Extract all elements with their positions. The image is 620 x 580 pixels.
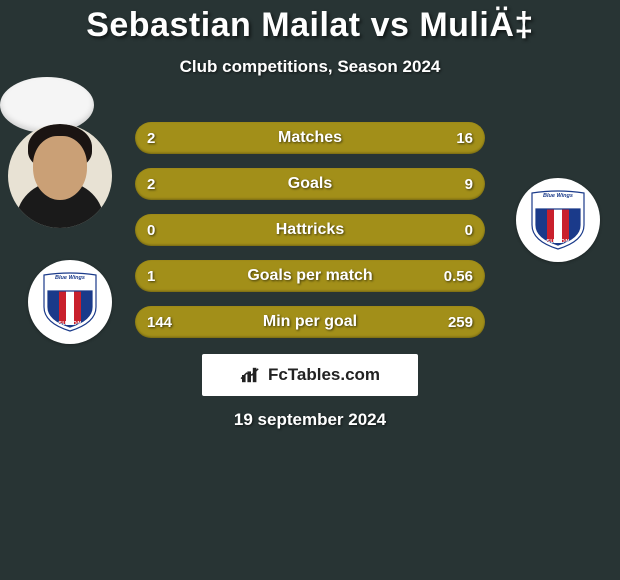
crest-bottom-text: SUWON	[530, 239, 586, 245]
stat-left-value: 2	[147, 130, 155, 147]
page-title: Sebastian Mailat vs MuliÄ‡	[0, 0, 620, 45]
stat-right-value: 0	[465, 222, 473, 239]
shield-icon: Blue Wings SUWON	[530, 189, 586, 251]
shield-icon: Blue Wings SUWON	[42, 271, 98, 333]
stat-right-value: 259	[448, 314, 473, 331]
crest-top-text: Blue Wings	[530, 193, 586, 199]
stat-left-value: 0	[147, 222, 155, 239]
stat-label: Min per goal	[263, 313, 357, 331]
stat-right-value: 0.56	[444, 268, 473, 285]
player-left-avatar	[8, 124, 112, 228]
attribution-box: FcTables.com	[202, 354, 418, 396]
stat-left-value: 2	[147, 176, 155, 193]
stat-right-value: 9	[465, 176, 473, 193]
crest-bottom-text: SUWON	[42, 321, 98, 327]
club-crest-right: Blue Wings SUWON	[516, 178, 600, 262]
stat-left-value: 1	[147, 268, 155, 285]
club-crest-left: Blue Wings SUWON	[28, 260, 112, 344]
stat-rows: 2 Matches 16 2 Goals 9 0 Hattricks 0 1 G…	[135, 122, 485, 338]
stat-right-value: 16	[456, 130, 473, 147]
page-subtitle: Club competitions, Season 2024	[0, 57, 620, 77]
stat-label: Matches	[278, 129, 342, 147]
stat-row: 144 Min per goal 259	[135, 306, 485, 338]
stat-row: 2 Matches 16	[135, 122, 485, 154]
stat-row: 1 Goals per match 0.56	[135, 260, 485, 292]
stat-row: 2 Goals 9	[135, 168, 485, 200]
attribution-text: FcTables.com	[268, 365, 380, 385]
stat-left-value: 144	[147, 314, 172, 331]
date-stamp: 19 september 2024	[0, 410, 620, 430]
bar-chart-icon	[240, 366, 262, 384]
crest-top-text: Blue Wings	[42, 275, 98, 281]
stat-row: 0 Hattricks 0	[135, 214, 485, 246]
stat-label: Goals per match	[247, 267, 372, 285]
stat-label: Goals	[288, 175, 332, 193]
stat-label: Hattricks	[276, 221, 344, 239]
comparison-card: Sebastian Mailat vs MuliÄ‡ Club competit…	[0, 0, 620, 450]
